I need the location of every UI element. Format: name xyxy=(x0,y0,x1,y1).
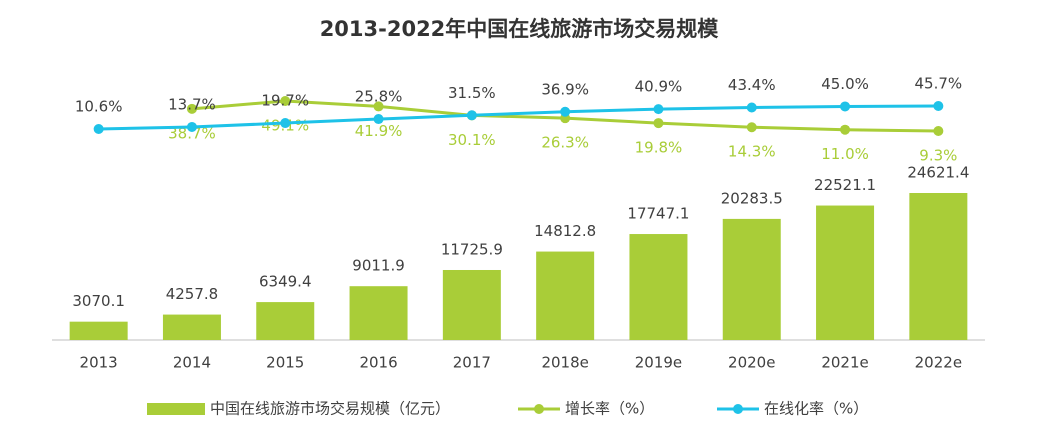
line-point xyxy=(186,103,197,114)
bar-label: 4257.8 xyxy=(166,285,219,303)
legend-swatch xyxy=(147,403,205,415)
line-label: 45.0% xyxy=(821,75,869,93)
line-label: 36.9% xyxy=(541,80,589,98)
x-tick-label: 2016 xyxy=(359,354,397,372)
line-label: 19.8% xyxy=(635,139,683,157)
x-tick-label: 2020e xyxy=(728,354,775,372)
x-tick-label: 2017 xyxy=(453,354,491,372)
line-point xyxy=(280,118,291,129)
bar-label: 9011.9 xyxy=(352,257,405,275)
line-label: 19.7% xyxy=(261,92,309,110)
line-point xyxy=(653,104,664,115)
line-point xyxy=(746,102,757,113)
bar xyxy=(256,302,315,340)
line-point xyxy=(840,101,851,112)
x-tick-label: 2021e xyxy=(821,354,868,372)
line-label: 43.4% xyxy=(728,76,776,94)
bar-label: 11725.9 xyxy=(441,240,503,258)
legend-label: 增长率（%） xyxy=(565,400,654,418)
bar xyxy=(442,269,501,340)
bar-label: 20283.5 xyxy=(721,189,783,207)
line-label: 40.9% xyxy=(635,78,683,96)
line-label: 11.0% xyxy=(821,145,869,163)
legend-swatch xyxy=(733,404,743,414)
line xyxy=(98,104,939,131)
legend-label: 中国在线旅游市场交易规模（亿元） xyxy=(210,400,450,418)
legend-swatch xyxy=(534,404,544,414)
bar xyxy=(69,321,128,340)
bar xyxy=(162,314,221,340)
line-label: 30.1% xyxy=(448,131,496,149)
line-label: 25.8% xyxy=(355,88,403,106)
x-tick-label: 2019e xyxy=(635,354,682,372)
line-label: 26.3% xyxy=(541,134,589,152)
bar xyxy=(349,286,408,340)
line-point xyxy=(466,110,477,121)
bar-label: 24621.4 xyxy=(907,164,969,182)
line-point xyxy=(933,101,944,111)
line-point xyxy=(746,122,757,133)
x-tick-label: 2015 xyxy=(266,354,304,372)
line-point xyxy=(653,118,664,129)
line-label: 9.3% xyxy=(919,147,957,165)
line-label: 45.7% xyxy=(915,75,963,93)
line-label: 31.5% xyxy=(448,84,496,102)
bar xyxy=(816,205,875,340)
bar-label: 17747.1 xyxy=(627,205,689,223)
x-tick-label: 2014 xyxy=(173,354,211,372)
line-point xyxy=(373,101,384,112)
line-label: 13.7% xyxy=(168,95,216,113)
line-point xyxy=(373,114,384,125)
line-label: 41.9% xyxy=(355,122,403,140)
line-point xyxy=(560,106,571,117)
bar xyxy=(536,251,595,340)
line-point xyxy=(280,96,291,106)
bar xyxy=(909,193,968,340)
x-tick-label: 2013 xyxy=(80,354,118,372)
legend-label: 在线化率（%） xyxy=(764,400,868,418)
line-point xyxy=(93,124,104,134)
bar xyxy=(722,218,781,340)
x-tick-label: 2018e xyxy=(541,354,588,372)
line-label: 38.7% xyxy=(168,124,216,142)
bar-label: 3070.1 xyxy=(72,292,125,310)
bar xyxy=(629,234,688,340)
line-point xyxy=(933,126,944,136)
line-point xyxy=(186,121,197,132)
bar-label: 14812.8 xyxy=(534,222,596,240)
chart-title: 2013-2022年中国在线旅游市场交易规模 xyxy=(320,17,720,41)
x-tick-label: 2022e xyxy=(915,354,962,372)
line-label: 10.6% xyxy=(75,98,123,116)
bar-label: 22521.1 xyxy=(814,176,876,194)
bar-label: 6349.4 xyxy=(259,273,312,291)
line-point xyxy=(840,124,851,135)
line-label: 14.3% xyxy=(728,143,776,161)
